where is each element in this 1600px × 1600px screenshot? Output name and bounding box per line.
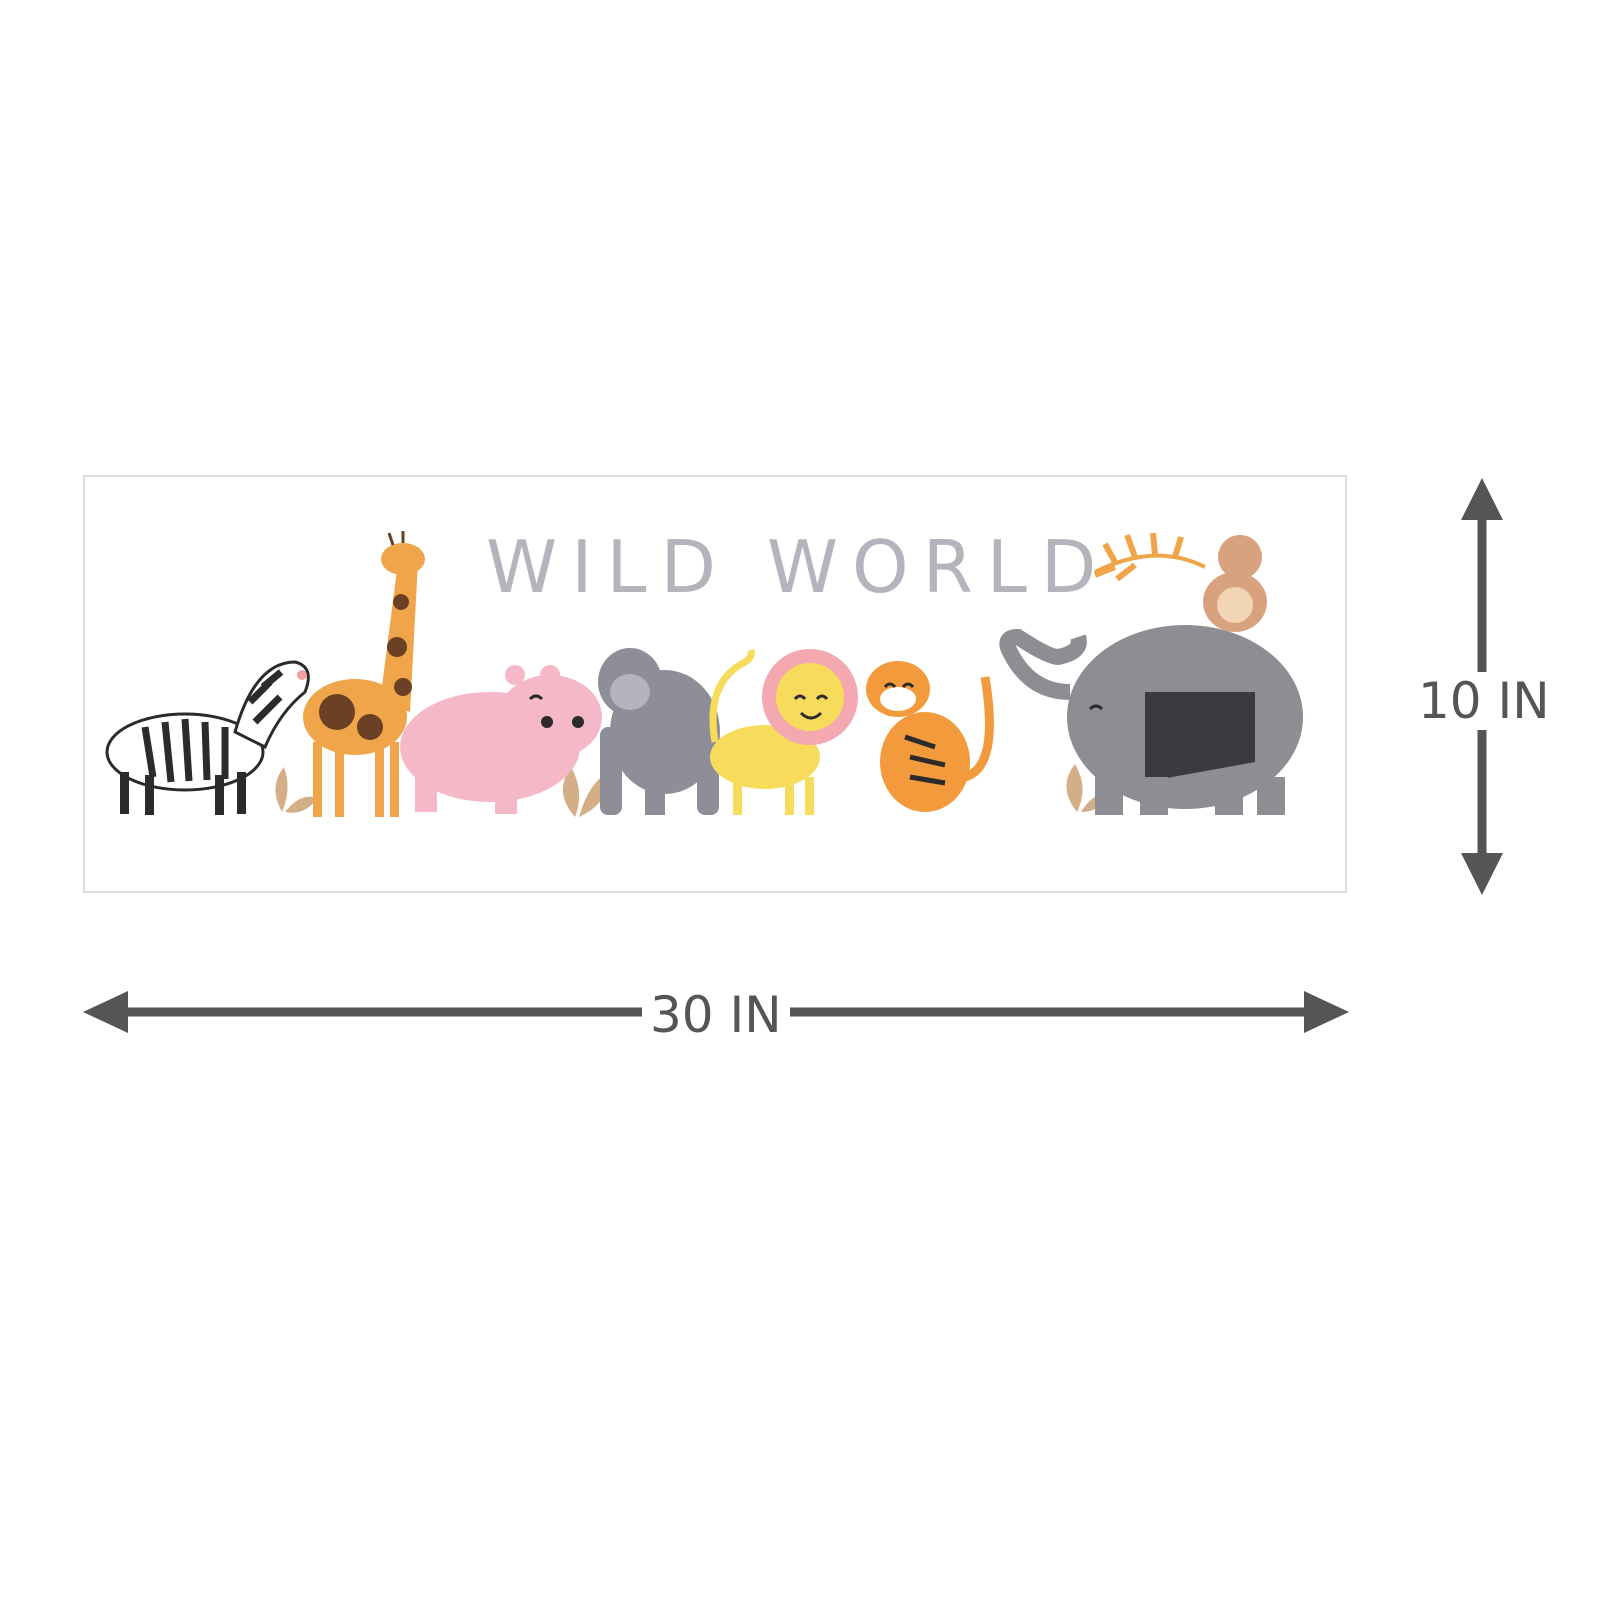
plant-sprig-1 xyxy=(275,767,317,813)
hippo-illustration xyxy=(400,665,602,814)
height-dimension-label: 10 IN xyxy=(1418,672,1550,730)
tiger-illustration xyxy=(866,661,994,812)
width-dimension-label: 30 IN xyxy=(642,990,790,1040)
monkey-illustration xyxy=(1093,532,1267,632)
giraffe-illustration xyxy=(303,531,425,817)
zebra-illustration xyxy=(105,660,310,815)
wall-print-panel: WILD WORLD xyxy=(83,475,1347,893)
gorilla-illustration xyxy=(598,648,720,815)
print-title: WILD WORLD xyxy=(486,525,1110,609)
lion-illustration xyxy=(709,649,858,815)
safari-animals-illustration: WILD WORLD xyxy=(105,525,1303,817)
elephant-illustration xyxy=(999,625,1303,815)
